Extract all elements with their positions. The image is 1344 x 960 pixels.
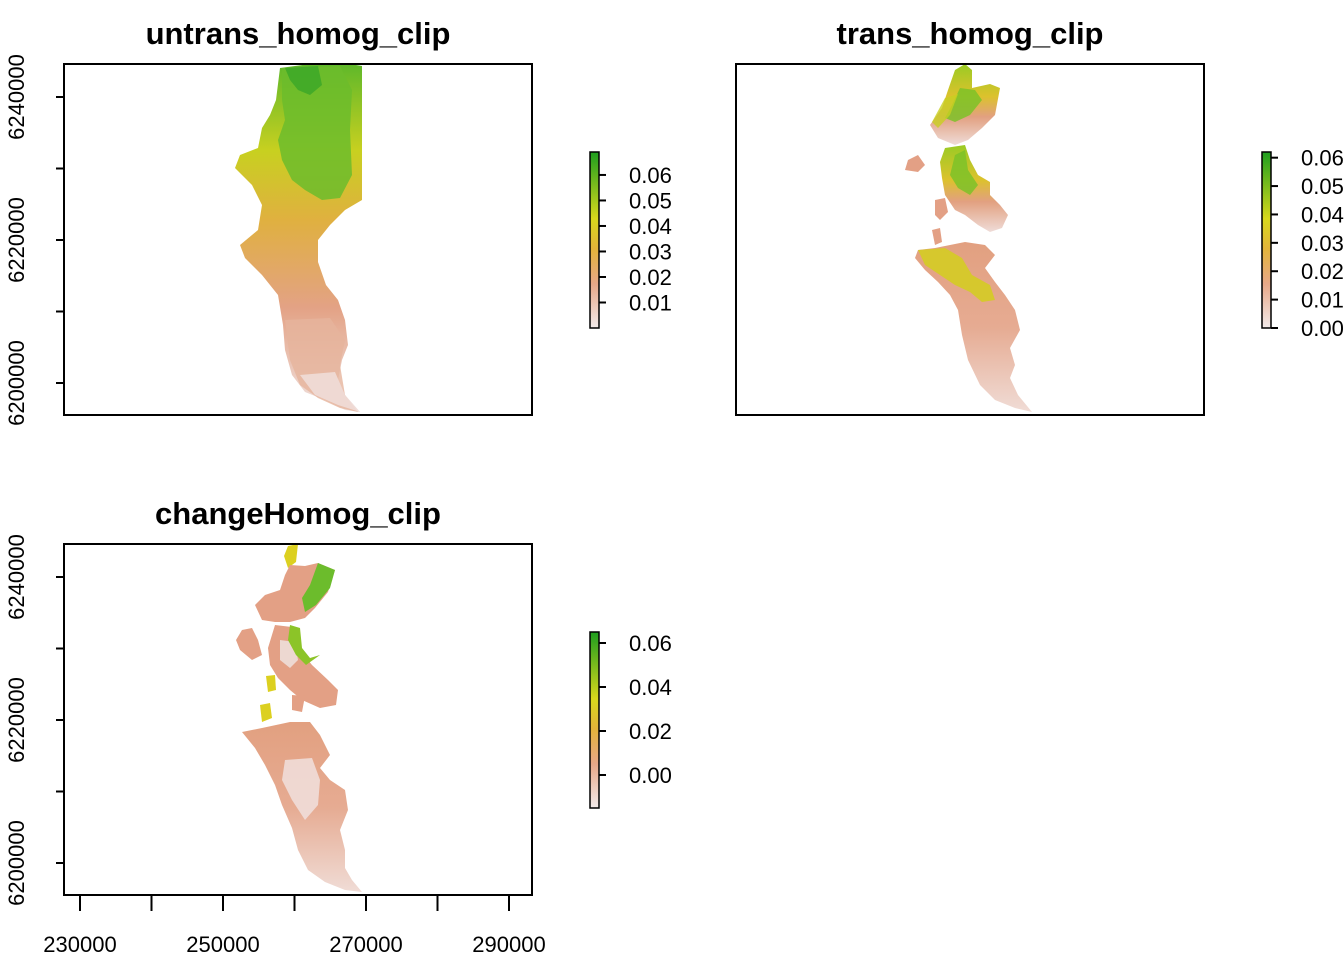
colorbar-tick-label: 0.00	[1301, 316, 1344, 341]
colorbar-ticks: 0.00 0.02 0.04 0.06	[599, 631, 672, 788]
colorbar-tick-label: 0.02	[629, 719, 672, 744]
colorbar-ticks: 0.06 0.05 0.04 0.03 0.02 0.01 0.00	[1271, 146, 1344, 341]
colorbar-tick-label: 0.04	[629, 675, 672, 700]
colorbar-tick-label: 0.03	[1301, 231, 1344, 256]
colorbar: 0.00 0.02 0.04 0.06	[589, 631, 672, 809]
colorbar-tick-label: 0.00	[629, 763, 672, 788]
raster-region	[284, 544, 298, 568]
colorbar-tick-label: 0.05	[629, 188, 672, 213]
colorbar-fill	[590, 632, 599, 808]
colorbar-frame	[589, 631, 600, 809]
colorbar-fill	[1262, 152, 1271, 328]
colorbar-tick-label: 0.06	[1301, 146, 1344, 171]
panel-title: trans_homog_clip	[837, 16, 1104, 51]
y-tick-label: 6200000	[4, 820, 29, 906]
y-tick-label: 6240000	[4, 534, 29, 620]
panel-untrans-homog: untrans_homog_clip 6200000 6220000 6240000…	[4, 16, 672, 426]
panel-title: changeHomog_clip	[155, 496, 441, 531]
colorbar-tick-label: 0.03	[629, 239, 672, 264]
raster-layer	[905, 64, 1032, 412]
raster-region	[935, 198, 948, 220]
colorbar: 0.06 0.05 0.04 0.03 0.02 0.01 0.00	[1261, 146, 1344, 341]
raster-region-high	[950, 150, 978, 195]
y-axis: 6200000 6220000 6240000	[4, 534, 65, 906]
colorbar-tick-label: 0.01	[1301, 288, 1344, 313]
colorbar-tick-label: 0.01	[629, 290, 672, 315]
raster-layer	[236, 544, 362, 892]
colorbar-fill	[590, 152, 599, 328]
y-tick-label: 6220000	[4, 197, 29, 283]
raster-region-lowest	[282, 758, 320, 820]
colorbar: 0.010.020.030.040.050.06	[589, 151, 672, 329]
raster-region-high	[302, 563, 335, 612]
raster-region-high	[278, 66, 352, 200]
raster-layer	[235, 64, 362, 412]
colorbar-tick-label: 0.02	[629, 265, 672, 290]
raster-region-high	[288, 625, 320, 665]
raster-region	[292, 695, 305, 712]
panel-trans-homog: trans_homog_clip 0.060.050.040.030.020.0…	[735, 16, 1344, 416]
x-tick-label: 270000	[329, 932, 402, 957]
colorbar-frame	[1261, 151, 1272, 329]
raster-region-peak	[285, 66, 322, 95]
y-tick-label: 6200000	[4, 340, 29, 426]
raster-region	[915, 242, 1032, 412]
colorbar-tick-label: 0.06	[629, 163, 672, 188]
raster-region	[260, 703, 272, 722]
raster-region-lowest	[300, 372, 360, 412]
raster-region-mid	[932, 94, 958, 128]
raster-region	[266, 675, 276, 692]
raster-region-high	[945, 88, 982, 122]
raster-region	[932, 228, 942, 245]
x-tick-label: 230000	[43, 932, 116, 957]
x-axis: 230000 250000 270000 290000	[43, 894, 546, 957]
colorbar-tick-label: 0.06	[629, 631, 672, 656]
raster-region	[268, 625, 338, 708]
panel-change-homog: changeHomog_clip 6200000 6220000 6240000 2…	[4, 496, 672, 957]
colorbar-frame	[589, 151, 600, 329]
y-tick-label: 6240000	[4, 54, 29, 140]
raster-region	[236, 628, 262, 660]
raster-region-mid	[918, 248, 995, 302]
plot-frame	[735, 63, 1205, 416]
x-tick-label: 290000	[472, 932, 545, 957]
x-tick-label: 250000	[186, 932, 259, 957]
colorbar-tick-label: 0.04	[1301, 202, 1344, 227]
y-axis: 6200000 6220000 6240000	[4, 54, 65, 426]
colorbar-ticks: 0.010.020.030.040.050.06	[599, 163, 672, 315]
colorbar-tick-label: 0.04	[629, 214, 672, 239]
panel-title: untrans_homog_clip	[146, 16, 451, 51]
y-tick-label: 6220000	[4, 677, 29, 763]
colorbar-tick-label: 0.05	[1301, 174, 1344, 199]
raster-region	[905, 155, 925, 172]
colorbar-tick-label: 0.02	[1301, 259, 1344, 284]
